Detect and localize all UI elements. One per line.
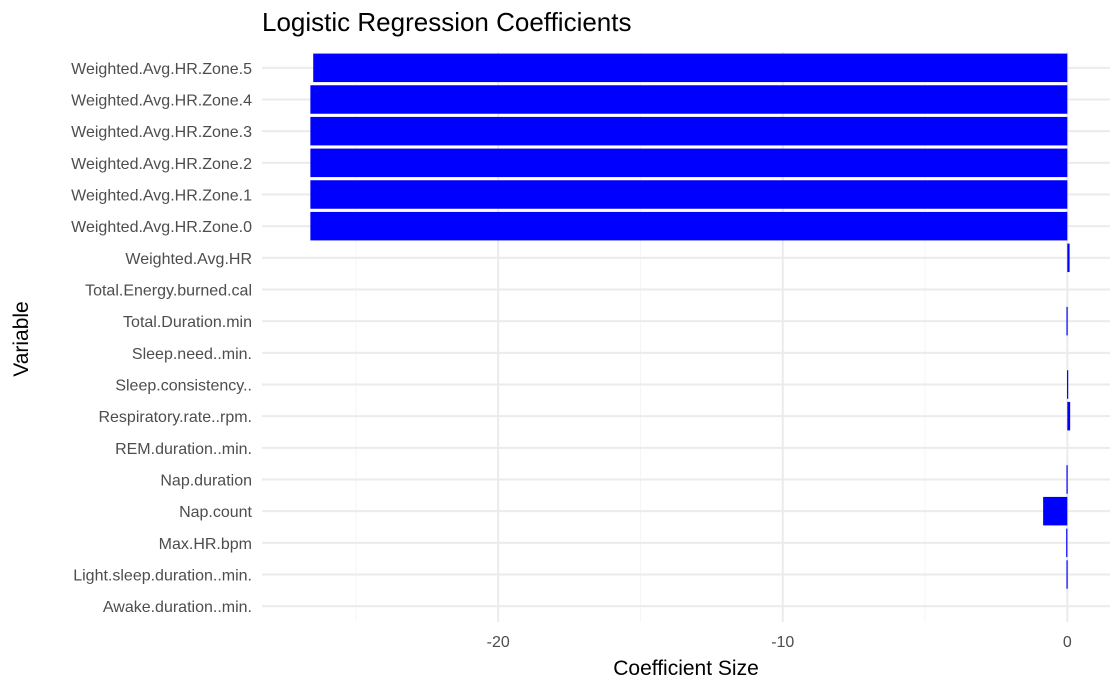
category-label: Total.Duration.min [123, 314, 252, 331]
bar [1043, 496, 1068, 526]
category-label: Weighted.Avg.HR.Zone.1 [71, 188, 252, 205]
bar [310, 116, 1068, 146]
x-tick-label: 0 [1063, 634, 1072, 651]
bar-layer [310, 53, 1071, 589]
bar [310, 211, 1068, 241]
bar [1067, 243, 1070, 273]
x-tick-label: -10 [771, 634, 794, 651]
category-label: Nap.duration [160, 473, 252, 490]
x-axis-title: Coefficient Size [613, 657, 759, 680]
category-label: Weighted.Avg.HR.Zone.0 [71, 219, 252, 236]
category-label: Max.HR.bpm [159, 536, 252, 553]
bar [310, 85, 1068, 114]
chart-title: Logistic Regression Coefficients [262, 7, 631, 37]
bar [1066, 306, 1068, 336]
bar [1067, 401, 1071, 431]
category-label: REM.duration..min. [115, 441, 252, 458]
bar [310, 180, 1068, 209]
category-labels: Weighted.Avg.HR.Zone.5 Weighted.Avg.HR.Zo… [71, 61, 252, 616]
bar [1066, 465, 1068, 494]
category-label: Respiratory.rate..rpm. [98, 409, 252, 426]
bar [1067, 370, 1069, 399]
category-label: Weighted.Avg.HR.Zone.4 [71, 93, 252, 110]
category-label: Weighted.Avg.HR.Zone.3 [71, 124, 252, 141]
x-tick-label: -20 [487, 634, 510, 651]
category-label: Weighted.Avg.HR.Zone.5 [71, 61, 252, 78]
bar [1066, 560, 1068, 589]
bar [310, 148, 1068, 178]
category-label: Total.Energy.burned.cal [85, 283, 252, 300]
category-label: Light.sleep.duration..min. [73, 568, 252, 585]
bar [1066, 528, 1068, 558]
category-label: Sleep.consistency.. [115, 378, 252, 395]
x-tick-labels: -20 -10 0 [487, 634, 1072, 651]
category-label: Nap.count [179, 504, 252, 521]
category-label: Awake.duration..min. [103, 599, 252, 616]
bar [313, 53, 1068, 83]
category-label: Sleep.need..min. [132, 346, 252, 363]
category-label: Weighted.Avg.HR.Zone.2 [71, 156, 252, 173]
category-label: Weighted.Avg.HR [125, 251, 252, 268]
y-axis-title: Variable [10, 301, 33, 377]
